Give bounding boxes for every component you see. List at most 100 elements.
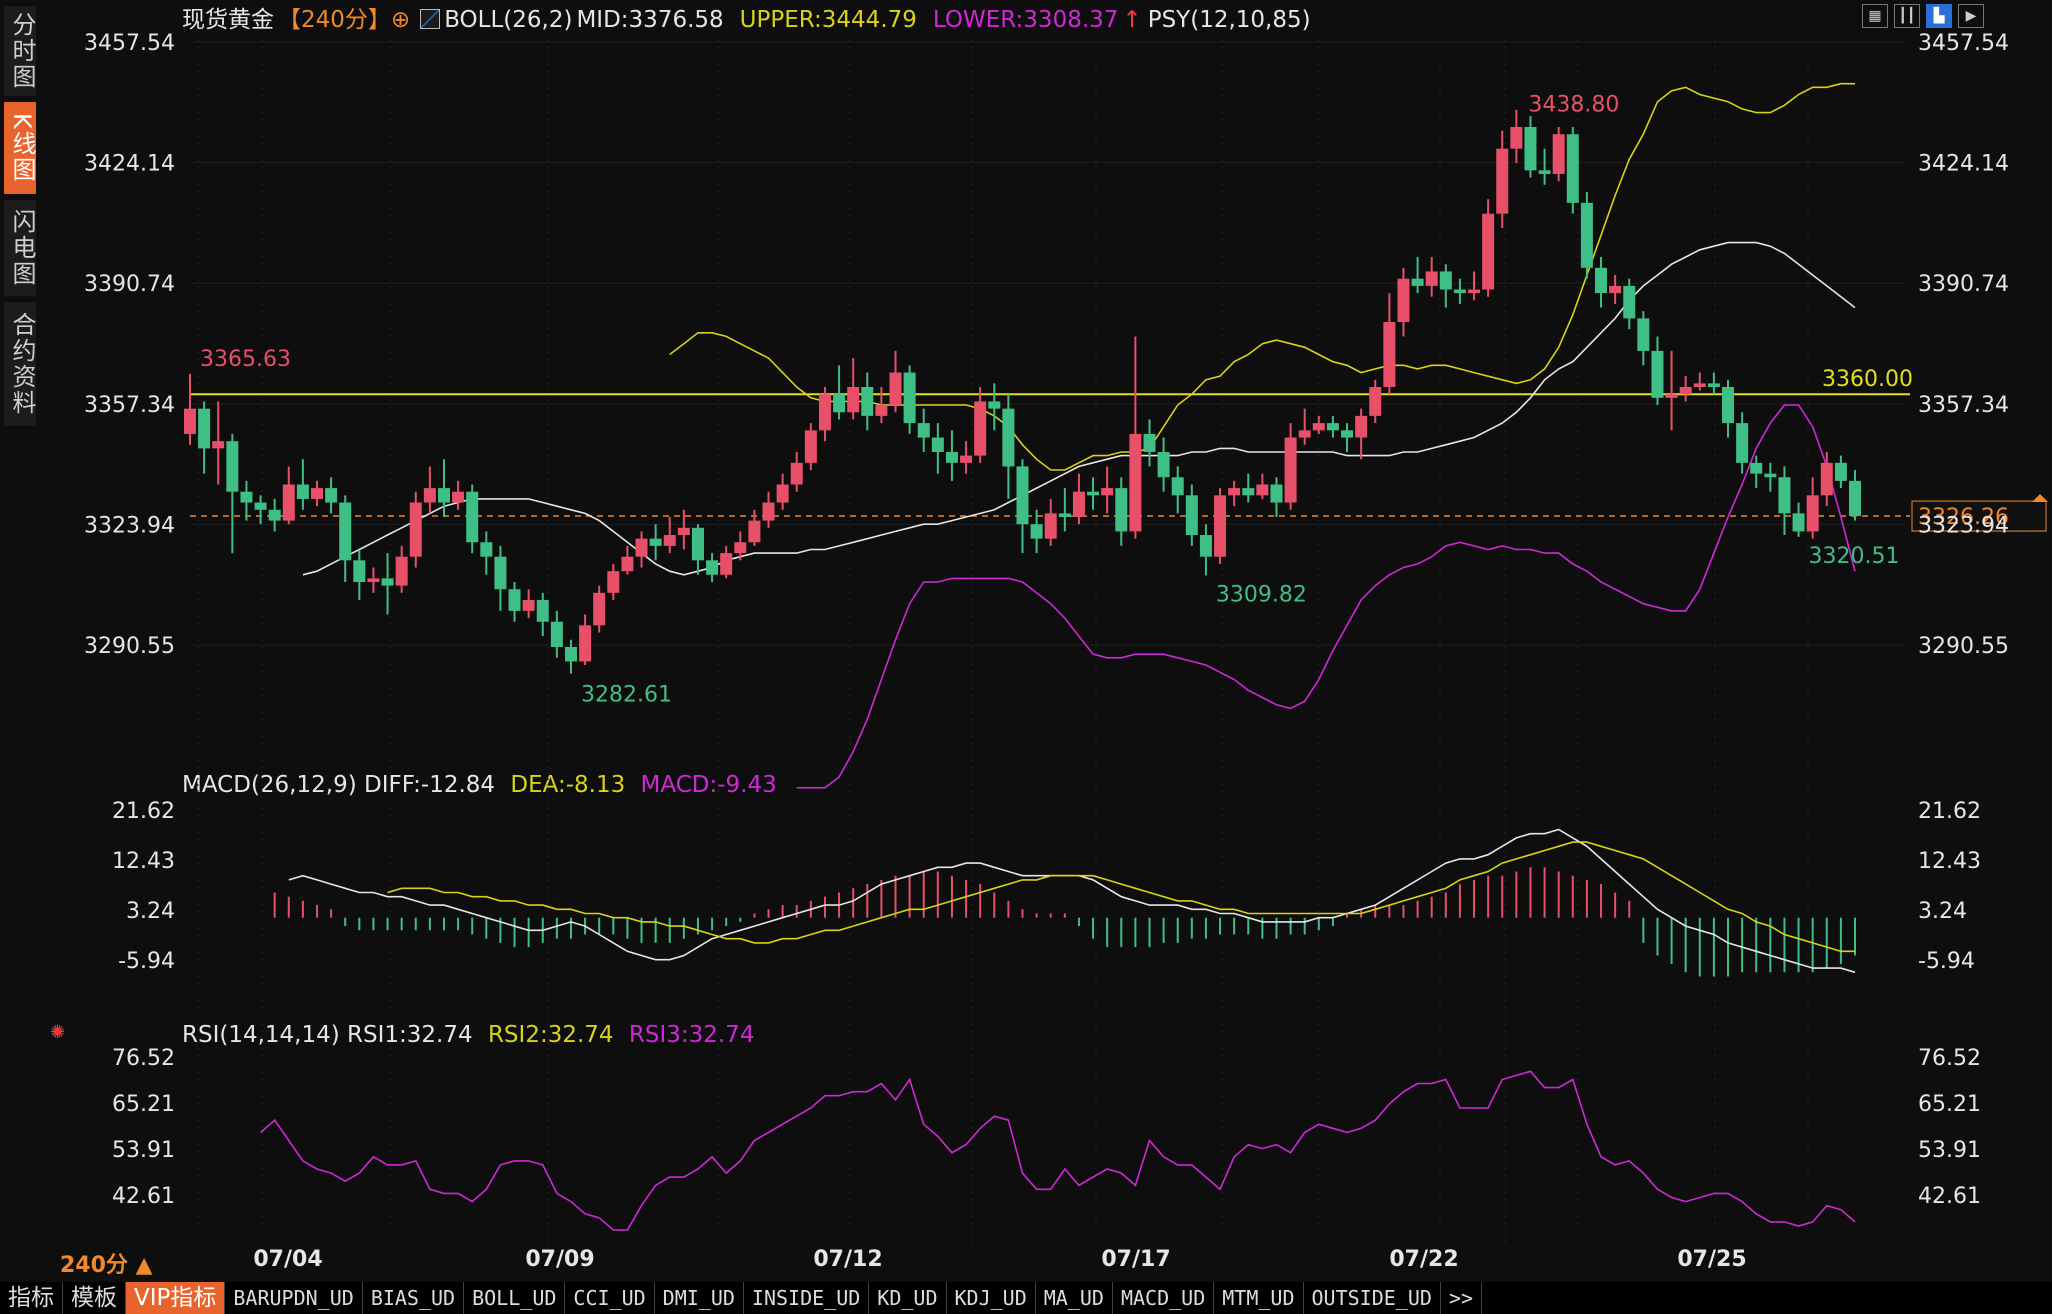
candle-body: [762, 502, 775, 521]
indicator-tab[interactable]: CCI_UD: [565, 1282, 655, 1314]
candle-body: [1355, 415, 1368, 438]
rsi-tick-right: 53.91: [1918, 1138, 1981, 1163]
rsi-header: RSI(14,14,14) RSI1:32.74 RSI2:32.74 RSI3…: [182, 1020, 762, 1050]
candle-body: [1453, 289, 1466, 294]
rsi1: RSI1:32.74: [347, 1022, 473, 1048]
candle-body: [1439, 271, 1452, 290]
grid-icon[interactable]: ▦: [1862, 4, 1888, 28]
candle-body: [1778, 477, 1791, 514]
candle-body: [1750, 462, 1763, 474]
candle-body: [1242, 488, 1255, 496]
candle-body: [621, 556, 634, 572]
price-tick-left: 3424.14: [84, 152, 175, 177]
candle-body: [1496, 148, 1509, 214]
tab-timeshare[interactable]: 分时图: [4, 6, 36, 96]
macd-tick-right: -5.94: [1918, 949, 1975, 974]
indicator-tab[interactable]: MA_UD: [1036, 1282, 1113, 1314]
rsi-title: RSI(14,14,14): [182, 1022, 340, 1048]
indicator-tab[interactable]: OUTSIDE_UD: [1304, 1282, 1441, 1314]
date-tick: 07/22: [1389, 1247, 1458, 1272]
candle-body: [1341, 430, 1354, 438]
indicator-tab[interactable]: 指标: [0, 1282, 63, 1314]
candle-body: [1397, 278, 1410, 322]
up-arrow-icon: ↑: [1122, 7, 1142, 33]
indicator-tab[interactable]: BOLL_UD: [464, 1282, 566, 1314]
candle-body: [593, 592, 606, 626]
candle-body: [1651, 350, 1664, 398]
line-icon[interactable]: ▙: [1926, 4, 1952, 28]
indicator-tab[interactable]: KD_UD: [869, 1282, 947, 1314]
candle-body: [579, 625, 592, 662]
candle-body: [1411, 278, 1424, 286]
macd-value: MACD:-9.43: [640, 772, 777, 798]
candle-body: [480, 542, 493, 557]
macd-tick-left: 21.62: [112, 799, 175, 824]
candle-body: [1058, 513, 1071, 517]
indicator-tab[interactable]: BARUPDN_UD: [225, 1282, 363, 1314]
macd-dea: DEA:-8.13: [510, 772, 626, 798]
candle-body: [1834, 462, 1847, 481]
candle-body: [1369, 386, 1382, 416]
candle-body: [748, 520, 761, 543]
tab-kline[interactable]: K线图: [4, 102, 36, 194]
indicator-tab[interactable]: 模板: [63, 1282, 126, 1314]
date-tick: 07/17: [1101, 1247, 1170, 1272]
boll-mid-value: MID:3376.58: [576, 7, 724, 33]
rsi-tick-left: 42.61: [112, 1184, 175, 1209]
macd-diff: DIFF:-12.84: [364, 772, 496, 798]
price-arrow-icon: [2032, 494, 2048, 503]
macd-header: MACD(26,12,9) DIFF:-12.84 DEA:-8.13 MACD…: [182, 770, 785, 800]
candle-body: [522, 600, 535, 611]
candle-body: [466, 491, 479, 543]
level-line-label: 3360.00: [1822, 367, 1913, 392]
sidebar: 分时图 K线图 闪电图 合约资料: [0, 0, 38, 430]
rsi-tick-left: 65.21: [112, 1092, 175, 1117]
symbol-name: 现货黄金: [182, 7, 274, 33]
chart-toolbar: ▦ ┃┃ ▙ ▶: [1862, 4, 1984, 28]
price-tick-left: 3457.54: [84, 31, 175, 56]
settings-icon[interactable]: ✺: [50, 1022, 66, 1043]
candle-body: [409, 502, 422, 557]
next-icon[interactable]: ▶: [1958, 4, 1984, 28]
boll-icon[interactable]: [420, 9, 441, 29]
candle-body: [790, 462, 803, 485]
indicator-tab[interactable]: KDJ_UD: [947, 1282, 1036, 1314]
macd-tick-right: 3.24: [1918, 899, 1967, 924]
indicator-tab[interactable]: MTM_UD: [1214, 1282, 1304, 1314]
indicator-tab[interactable]: MACD_UD: [1113, 1282, 1215, 1314]
indicator-tab[interactable]: >>: [1441, 1282, 1483, 1314]
price-tick-right: 3390.74: [1918, 272, 2009, 297]
candle-body: [381, 578, 394, 586]
candle-body: [437, 488, 450, 503]
candle-body: [1637, 318, 1650, 351]
candle-body: [706, 560, 719, 575]
candle-body: [1143, 433, 1156, 452]
tab-flash[interactable]: 闪电图: [4, 200, 36, 296]
candle-body: [818, 394, 831, 431]
tab-contract-info[interactable]: 合约资料: [4, 302, 36, 426]
price-tick-left: 3323.94: [84, 513, 175, 538]
candle-body: [677, 527, 690, 536]
period-selector[interactable]: 240分 ▲: [60, 1253, 153, 1278]
crosshair-icon[interactable]: ⊕: [390, 7, 411, 33]
candle-body: [1044, 513, 1057, 539]
indicator-tab[interactable]: BIAS_UD: [363, 1282, 465, 1314]
boll-upper-value: UPPER:3444.79: [739, 7, 917, 33]
candle-body: [1665, 394, 1678, 398]
candle-body: [353, 560, 366, 582]
candle-body: [1595, 267, 1608, 294]
candle-body: [903, 372, 916, 424]
macd-tick-left: 12.43: [112, 849, 175, 874]
rsi3: RSI3:32.74: [628, 1022, 755, 1048]
date-tick: 07/09: [525, 1247, 594, 1272]
candle-body: [1693, 383, 1706, 387]
candle-body: [395, 556, 408, 586]
current-price-label: 3326.26: [1918, 505, 2009, 530]
indicator-tab[interactable]: DMI_UD: [655, 1282, 744, 1314]
indicator-tab[interactable]: VIP指标: [126, 1282, 226, 1314]
candle-icon[interactable]: ┃┃: [1894, 4, 1920, 28]
indicator-tab[interactable]: INSIDE_UD: [744, 1282, 870, 1314]
candle-body: [1806, 495, 1819, 532]
right-low-label: 3320.51: [1809, 544, 1900, 569]
